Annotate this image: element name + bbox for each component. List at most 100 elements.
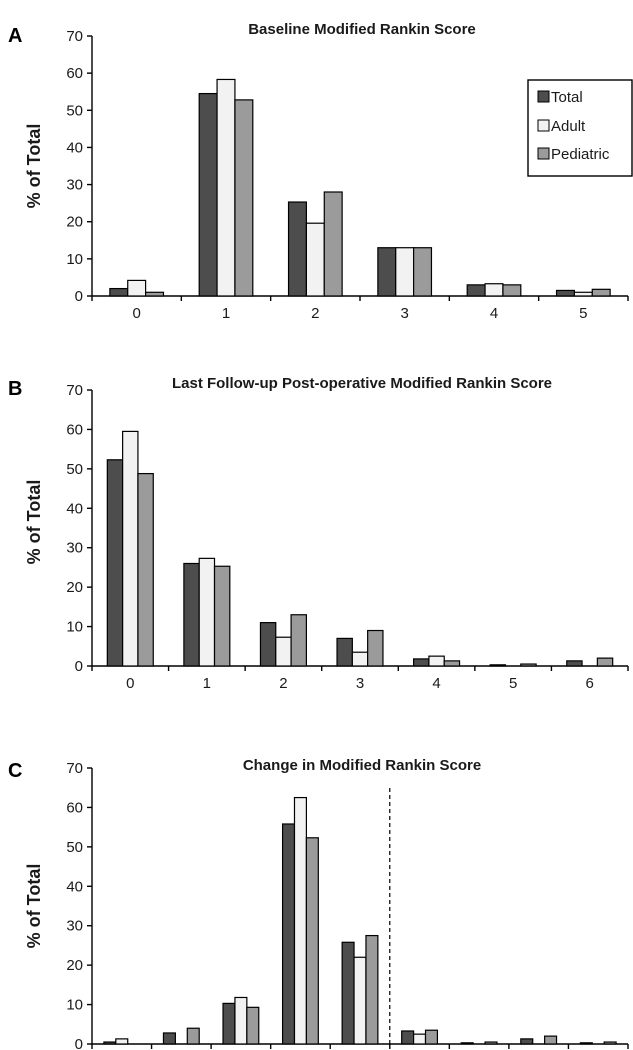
- bar-total-c-3: [520, 1038, 534, 1045]
- bar-pediatric-a-3: [413, 247, 433, 297]
- panel-a: A Baseline Modified Rankin Score % of To…: [8, 21, 633, 322]
- y-tick-label: 40: [66, 500, 83, 517]
- legend-swatch-pediatric: [537, 147, 550, 160]
- chart-title-a: Baseline Modified Rankin Score: [248, 21, 476, 38]
- x-tick-label: 1: [222, 305, 230, 322]
- bar-total-a-1: [198, 92, 218, 297]
- bar-adult-c-0: [353, 956, 367, 1045]
- y-tick-label: 20: [66, 214, 83, 231]
- bar-adult-b-1: [198, 557, 216, 667]
- bar-adult-b-0: [122, 430, 139, 667]
- y-tick-label: 70: [66, 382, 83, 399]
- bar-pediatric-c-1: [424, 1029, 439, 1045]
- bar-total-c-4: [579, 1042, 593, 1045]
- y-tick-label: 60: [66, 421, 83, 438]
- bar-total-c-2: [460, 1042, 474, 1045]
- y-tick-label: 40: [66, 139, 83, 156]
- legend: Total Adult Pediatric: [527, 79, 633, 177]
- bar-adult-a-0: [127, 279, 147, 297]
- bar-pediatric-b-1: [213, 565, 231, 667]
- bar-adult-c--4: [115, 1038, 129, 1045]
- bar-adult-a-1: [216, 78, 236, 297]
- bar-pediatric-a-1: [234, 99, 254, 297]
- y-tick-label: 70: [66, 28, 83, 45]
- legend-label-pediatric: Pediatric: [551, 146, 610, 163]
- panel-c: C Change in Modified Rankin Score % of T…: [8, 757, 629, 1050]
- chart-title-b: Last Follow-up Post-operative Modified R…: [172, 375, 552, 392]
- x-tick-label: 6: [586, 675, 594, 692]
- bar-pediatric-c-0: [365, 934, 379, 1045]
- panel-letter-b: B: [8, 378, 22, 400]
- plot-area-b: 0 10 20 30 40 50 60 70 0 1 2 3 4 5 6: [66, 382, 629, 692]
- bar-adult-b-2: [275, 636, 292, 667]
- y-axis-label-c: % of Total: [24, 864, 44, 949]
- bar-pediatric-a-2: [323, 191, 343, 297]
- bar-total-b-0: [106, 459, 124, 667]
- legend-label-total: Total: [551, 89, 583, 106]
- bar-total-c--2: [222, 1002, 236, 1045]
- bar-total-a-0: [109, 287, 129, 297]
- plot-area-a: 0 10 20 30 40 50 60 70 0 1 2 3 4 5: [66, 28, 629, 322]
- legend-item-adult: Adult: [537, 118, 586, 135]
- bar-total-c--1: [281, 823, 296, 1045]
- x-tick-label: 4: [432, 675, 440, 692]
- x-tick-label: 2: [279, 675, 287, 692]
- y-tick-label: 70: [66, 760, 83, 777]
- x-tick-label: 0: [126, 675, 134, 692]
- panel-letter-c: C: [8, 760, 22, 782]
- x-tick-label: 4: [490, 305, 498, 322]
- y-tick-label: 20: [66, 579, 83, 596]
- panel-letter-a: A: [8, 25, 22, 47]
- legend-swatch-adult: [537, 119, 550, 132]
- bar-total-c-0: [341, 941, 355, 1045]
- bar-pediatric-c-3: [544, 1035, 558, 1045]
- bar-total-a-5: [555, 289, 575, 297]
- bar-total-c--3: [162, 1032, 176, 1045]
- bar-pediatric-c--2: [246, 1006, 260, 1045]
- y-tick-label: 40: [66, 878, 83, 895]
- y-tick-label: 30: [66, 540, 83, 557]
- legend-item-pediatric: Pediatric: [537, 146, 610, 163]
- y-tick-label: 30: [66, 177, 83, 194]
- bar-pediatric-c-4: [603, 1041, 617, 1045]
- y-axis-label-b: % of Total: [24, 480, 44, 565]
- bar-pediatric-a-0: [145, 291, 165, 297]
- bar-total-b-5: [489, 664, 507, 667]
- bar-adult-c--1: [293, 796, 308, 1045]
- x-tick-label: 2: [311, 305, 319, 322]
- y-tick-label: 60: [66, 799, 83, 816]
- bar-pediatric-b-3: [367, 629, 384, 667]
- x-tick-label: 5: [579, 305, 587, 322]
- y-tick-label: 50: [66, 461, 83, 478]
- bar-pediatric-b-5: [520, 663, 537, 667]
- bar-pediatric-c--1: [305, 837, 319, 1045]
- y-tick-label: 20: [66, 957, 83, 974]
- bar-pediatric-b-2: [290, 614, 308, 667]
- y-tick-label: 0: [75, 1036, 83, 1050]
- bar-total-c--4: [103, 1041, 117, 1045]
- x-tick-label: 5: [509, 675, 517, 692]
- bar-pediatric-b-0: [137, 472, 154, 667]
- y-tick-label: 60: [66, 65, 83, 82]
- panel-b: B Last Follow-up Post-operative Modified…: [8, 375, 629, 692]
- bar-pediatric-c--3: [186, 1027, 200, 1045]
- x-tick-label: 3: [400, 305, 408, 322]
- bar-adult-a-5: [573, 291, 593, 297]
- chart-title-c: Change in Modified Rankin Score: [243, 757, 481, 774]
- bar-pediatric-a-5: [591, 288, 611, 297]
- legend-item-total: Total: [537, 89, 583, 106]
- bar-pediatric-b-6: [596, 657, 614, 667]
- bar-adult-a-2: [305, 222, 325, 297]
- bar-total-b-6: [566, 660, 583, 667]
- bar-total-b-4: [413, 658, 430, 667]
- legend-swatch-total: [537, 90, 550, 103]
- y-tick-label: 30: [66, 918, 83, 935]
- legend-label-adult: Adult: [551, 118, 586, 135]
- bar-adult-a-4: [484, 283, 504, 297]
- bar-pediatric-a-4: [502, 284, 522, 297]
- y-axis-label-a: % of Total: [24, 124, 44, 209]
- x-tick-label: 3: [356, 675, 364, 692]
